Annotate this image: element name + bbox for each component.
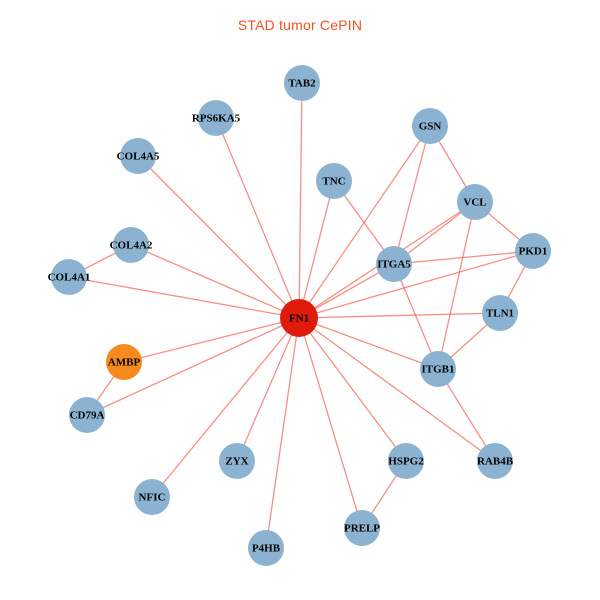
node-label: PKD1 (519, 246, 548, 258)
node-circle[interactable] (120, 138, 156, 174)
graph-node-itgb1[interactable]: ITGB1 (420, 351, 456, 387)
graph-edge (265, 317, 300, 549)
graph-edge (151, 317, 300, 498)
graph-edge (298, 312, 501, 319)
nodes-layer: FN1 TAB2 RPS6KA5 COL4A5 COL4A2 COL4A1 AMBP CD79… (48, 65, 551, 566)
node-circle[interactable] (248, 530, 284, 566)
node-circle[interactable] (69, 397, 105, 433)
graph-node-col4a2[interactable]: COL4A2 (110, 227, 153, 263)
graph-node-zyx[interactable]: ZYX (219, 443, 255, 479)
graph-edge (393, 250, 534, 265)
node-label: TLN1 (486, 308, 514, 320)
node-circle[interactable] (134, 479, 170, 515)
node-circle[interactable] (316, 163, 352, 199)
graph-node-pkd1[interactable]: PKD1 (515, 233, 551, 269)
graph-edge (298, 82, 303, 319)
node-circle[interactable] (113, 227, 149, 263)
graph-node-gsn[interactable]: GSN (412, 108, 448, 144)
node-circle[interactable] (219, 443, 255, 479)
graph-edge (298, 317, 407, 462)
graph-edge (298, 250, 534, 319)
node-circle[interactable] (420, 351, 456, 387)
graph-edge (298, 125, 431, 319)
node-label: GSN (419, 121, 442, 133)
graph-edge (236, 317, 300, 462)
node-circle[interactable] (515, 233, 551, 269)
graph-node-tln1[interactable]: TLN1 (482, 295, 518, 331)
graph-edge (437, 368, 496, 462)
node-circle[interactable] (376, 246, 412, 282)
node-label: VCL (463, 197, 486, 209)
graph-node-nfic[interactable]: NFIC (134, 479, 170, 515)
node-label: TAB2 (288, 78, 316, 90)
node-label: PRELP (344, 523, 380, 535)
graph-edge (123, 317, 300, 363)
node-circle[interactable] (412, 108, 448, 144)
node-label: COL4A2 (110, 240, 153, 252)
graph-edge (298, 317, 363, 529)
page-title: STAD tumor CePIN (237, 17, 363, 33)
node-label: CD79A (70, 410, 105, 422)
graph-edge (215, 117, 300, 319)
node-circle[interactable] (51, 259, 87, 295)
node-circle[interactable] (280, 299, 318, 337)
node-circle[interactable] (344, 510, 380, 546)
node-label: ZYX (225, 456, 248, 468)
graph-node-fn1[interactable]: FN1 (280, 299, 318, 337)
graph-node-rab4b[interactable]: RAB4B (477, 443, 514, 479)
node-label: NFIC (139, 492, 166, 504)
node-circle[interactable] (388, 443, 424, 479)
graph-edge (393, 125, 431, 265)
node-label: HSPG2 (388, 456, 424, 468)
node-label: TNC (322, 176, 345, 188)
node-label: ITGB1 (421, 364, 454, 376)
node-label: FN1 (289, 313, 309, 325)
graph-edge (86, 317, 300, 416)
node-label: RAB4B (477, 456, 514, 468)
node-label: P4HB (252, 543, 281, 555)
graph-node-tnc[interactable]: TNC (316, 163, 352, 199)
node-circle[interactable] (477, 443, 513, 479)
graph-edge (393, 263, 439, 370)
graph-node-col4a1[interactable]: COL4A1 (48, 259, 91, 295)
node-circle[interactable] (198, 100, 234, 136)
node-label: COL4A5 (117, 151, 160, 163)
node-circle[interactable] (106, 344, 142, 380)
graph-node-hspg2[interactable]: HSPG2 (388, 443, 424, 479)
graph-node-col4a5[interactable]: COL4A5 (117, 138, 160, 174)
node-circle[interactable] (457, 184, 493, 220)
graph-edge (298, 317, 496, 462)
node-label: COL4A1 (48, 272, 91, 284)
graph-edge (437, 201, 476, 370)
graph-node-rps6ka5[interactable]: RPS6KA5 (192, 100, 241, 136)
node-circle[interactable] (284, 65, 320, 101)
graph-node-tab2[interactable]: TAB2 (284, 65, 320, 101)
graph-node-p4hb[interactable]: P4HB (248, 530, 284, 566)
graph-edge (68, 276, 300, 319)
graph-edge (137, 155, 300, 319)
node-label: AMBP (108, 357, 141, 369)
node-circle[interactable] (482, 295, 518, 331)
graph-node-ambp[interactable]: AMBP (106, 344, 142, 380)
graph-node-cd79a[interactable]: CD79A (69, 397, 105, 433)
graph-node-prelp[interactable]: PRELP (344, 510, 380, 546)
node-label: ITGA5 (377, 259, 411, 271)
graph-node-itga5[interactable]: ITGA5 (376, 246, 412, 282)
graph-node-vcl[interactable]: VCL (457, 184, 493, 220)
graph-edge (298, 180, 335, 319)
node-label: RPS6KA5 (192, 113, 241, 125)
graph-edge (130, 244, 300, 319)
graph-edge (298, 317, 439, 370)
